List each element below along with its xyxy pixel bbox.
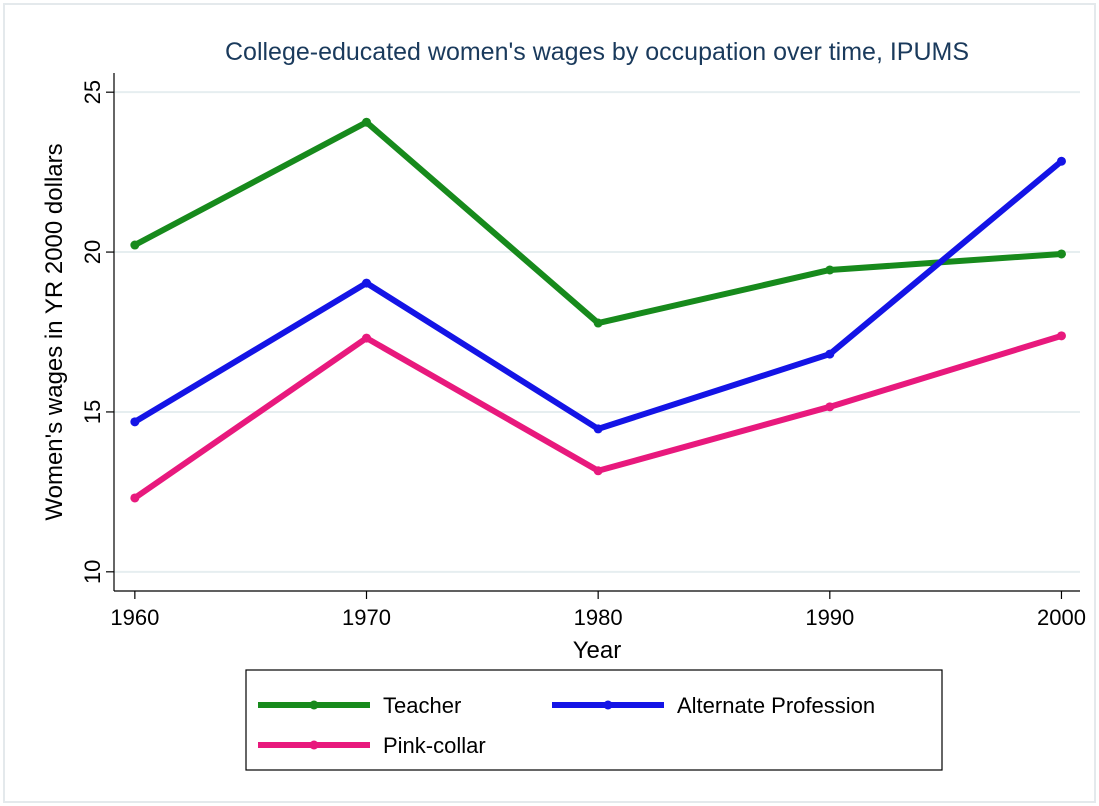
y-tick-label: 15 <box>80 400 105 424</box>
y-tick-label: 10 <box>80 560 105 584</box>
point <box>1056 156 1066 166</box>
point <box>130 417 140 427</box>
point <box>825 349 835 359</box>
legend-box <box>245 669 943 771</box>
x-axis-title: Year <box>573 637 622 664</box>
legend-marker <box>309 740 319 750</box>
y-tick-label: 20 <box>80 240 105 264</box>
legend-marker <box>309 700 319 710</box>
point <box>130 240 140 250</box>
point <box>1056 249 1066 259</box>
chart-title: College-educated women's wages by occupa… <box>225 38 969 66</box>
legend-marker <box>603 700 613 710</box>
point <box>825 265 835 275</box>
point <box>362 333 372 343</box>
legend-label: Alternate Profession <box>677 693 875 718</box>
graph-region <box>3 3 1096 803</box>
legend-label: Pink-collar <box>383 733 486 758</box>
point <box>593 318 603 328</box>
point <box>825 402 835 412</box>
point <box>362 117 372 127</box>
x-tick-label: 1970 <box>342 605 391 630</box>
point <box>1056 331 1066 341</box>
x-tick-label: 2000 <box>1037 605 1086 630</box>
point <box>593 466 603 476</box>
x-tick-label: 1960 <box>110 605 159 630</box>
legend-label: Teacher <box>383 693 461 718</box>
point <box>362 278 372 288</box>
y-axis-title: Women's wages in YR 2000 dollars <box>41 143 68 520</box>
x-tick-label: 1990 <box>805 605 854 630</box>
y-tick-label: 25 <box>80 80 105 104</box>
point <box>130 493 140 503</box>
x-tick-label: 1980 <box>574 605 623 630</box>
point <box>593 424 603 434</box>
